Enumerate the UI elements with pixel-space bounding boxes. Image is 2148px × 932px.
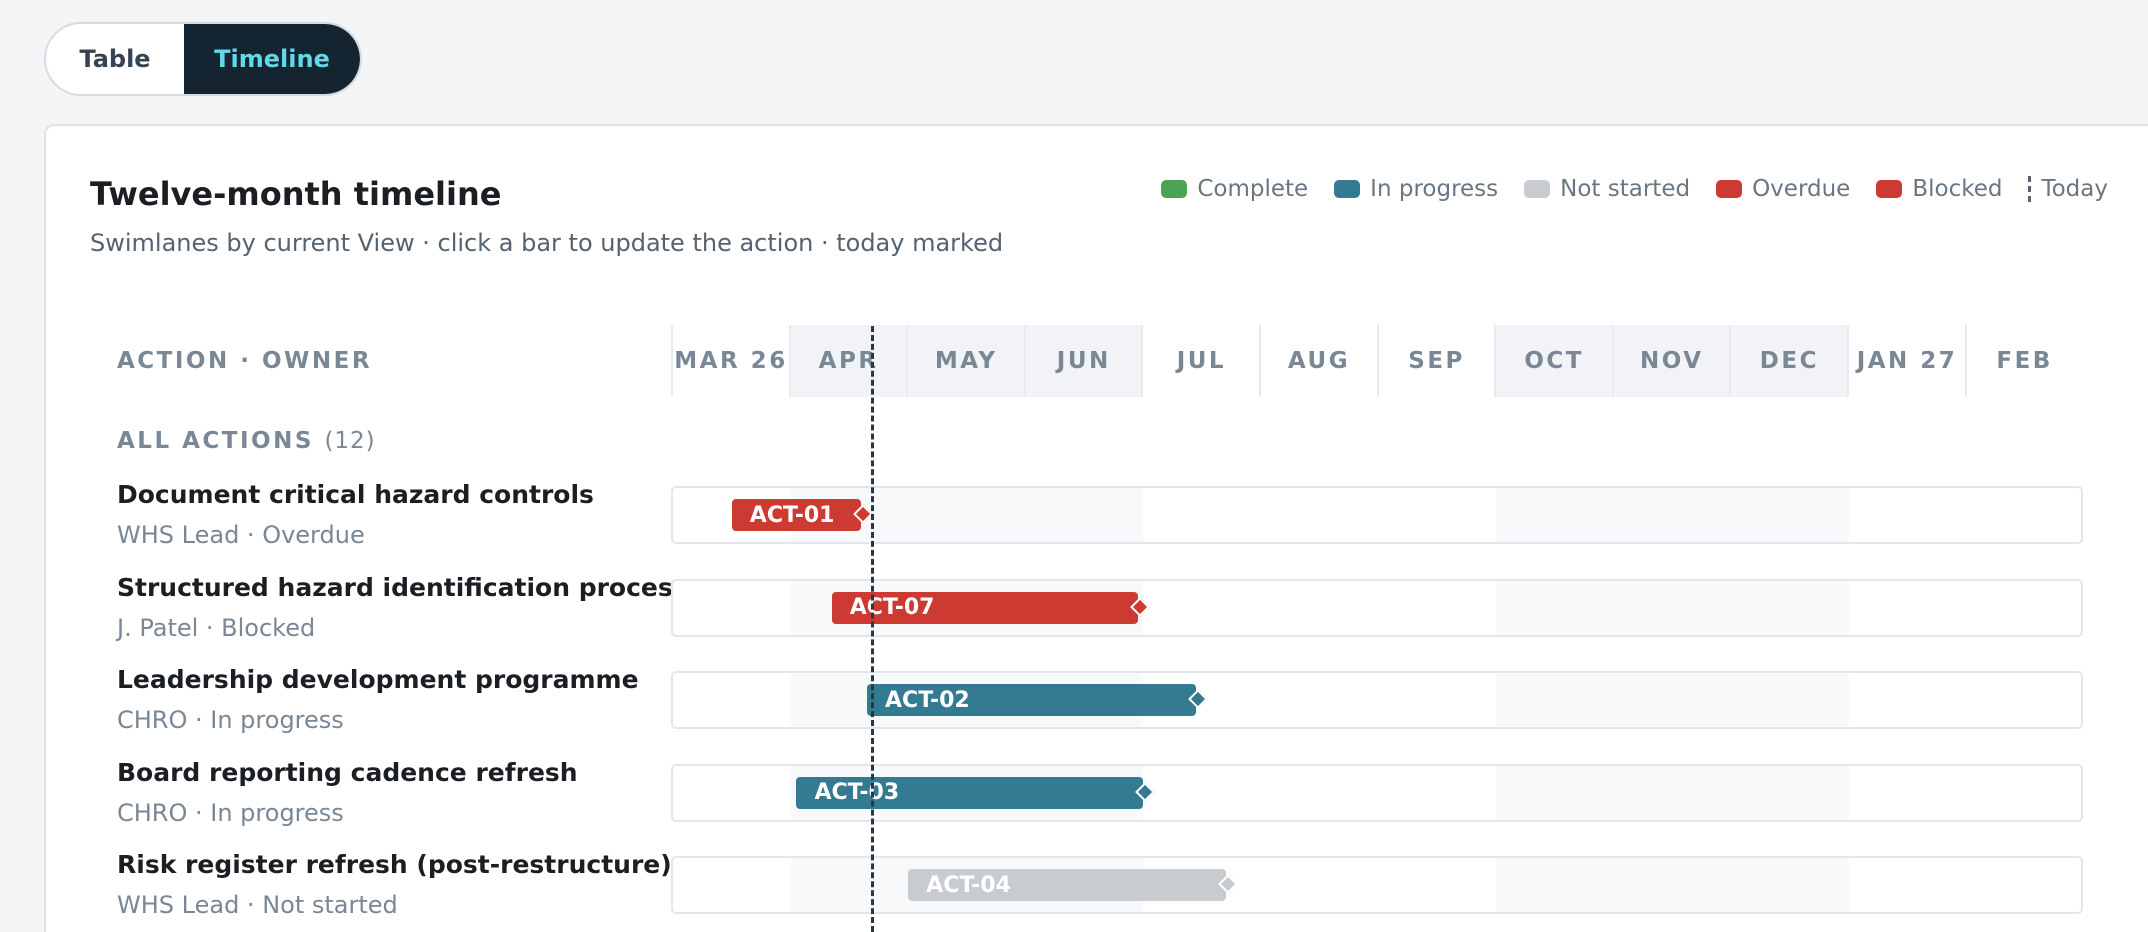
action-owner-status: J. Patel · Blocked [117, 613, 316, 642]
action-title: Structured hazard identification process [117, 572, 688, 602]
action-bar[interactable]: ACT-03 [796, 776, 1156, 809]
action-id: ACT-04 [926, 872, 1011, 898]
action-status: In progress [210, 798, 344, 827]
legend-label: Blocked [1912, 176, 2003, 202]
legend-swatch-not-started [1524, 180, 1551, 198]
action-owner: CHRO [117, 706, 188, 734]
month-label: MAY [906, 325, 1025, 397]
legend: Complete In progress Not started Overdue… [1135, 176, 2108, 202]
action-title: Leadership development programme [117, 665, 639, 694]
legend-item-overdue: Overdue [1716, 176, 1850, 202]
card-title: Twelve-month timeline [90, 175, 502, 213]
legend-item-blocked: Blocked [1876, 176, 2002, 202]
action-bar[interactable]: ACT-02 [867, 684, 1209, 716]
action-owner-status: CHRO · In progress [117, 798, 344, 827]
group-label: ALL ACTIONS (12) [117, 428, 376, 454]
month-label: MAR 26 [671, 325, 789, 397]
month-band [1496, 488, 1849, 542]
legend-label: Complete [1197, 176, 1309, 202]
action-bar[interactable]: ACT-01 [731, 499, 874, 531]
milestone-diamond-icon [1129, 596, 1150, 617]
group-count: (12) [324, 428, 376, 454]
legend-label: Overdue [1752, 176, 1851, 202]
action-status: Not started [262, 891, 398, 919]
month-label: FEB [1964, 325, 2083, 397]
swimlane: ACT-02 [671, 671, 2083, 729]
action-owner: WHS Lead [117, 521, 240, 549]
swimlane: ACT-04 [671, 856, 2083, 914]
swimlane: ACT-07 [671, 578, 2083, 637]
action-id: ACT-07 [849, 595, 935, 620]
legend-label: Not started [1560, 176, 1691, 202]
view-toggle: Table Timeline [44, 22, 362, 96]
month-label: APR [788, 325, 907, 397]
month-header: MAR 26 APR MAY JUN JUL AUG SEP OCT NOV DEC JAN 27 F… [671, 325, 2083, 397]
month-label: OCT [1494, 325, 1613, 397]
action-owner: J. Patel [117, 613, 199, 642]
milestone-diamond-icon [1217, 874, 1238, 894]
month-label: SEP [1376, 325, 1495, 397]
legend-item-complete: Complete [1161, 176, 1308, 202]
legend-item-in-progress: In progress [1334, 176, 1498, 202]
action-row-label: Risk register refresh (post-restructure)… [117, 850, 672, 919]
action-owner-status: WHS Lead · Not started [117, 891, 398, 919]
column-header-action-owner: ACTION · OWNER [117, 348, 373, 374]
action-bar[interactable]: ACT-07 [831, 591, 1150, 624]
month-band [1496, 673, 1849, 727]
action-row-label: Leadership development programme CHRO · I… [117, 665, 639, 734]
action-id: ACT-01 [749, 502, 835, 528]
action-owner: WHS Lead [117, 891, 240, 919]
action-status: Overdue [262, 521, 365, 549]
month-label: AUG [1259, 325, 1377, 397]
action-bar[interactable]: ACT-04 [908, 869, 1238, 901]
month-band [1496, 858, 1849, 912]
action-row-label: Board reporting cadence refresh CHRO · In… [117, 758, 578, 827]
month-label: NOV [1611, 325, 1730, 397]
action-row-label: Document critical hazard controls WHS Lea… [117, 480, 594, 549]
view-toggle-timeline[interactable]: Timeline [184, 24, 360, 94]
action-title: Risk register refresh (post-restructure) [117, 850, 672, 879]
legend-label: Today [2041, 176, 2108, 202]
legend-swatch-complete [1161, 180, 1188, 198]
action-title: Document critical hazard controls [117, 480, 594, 509]
month-label: JUL [1141, 325, 1259, 397]
today-marker-icon [2028, 176, 2032, 202]
month-band [1496, 765, 1849, 820]
action-owner-status: WHS Lead · Overdue [117, 521, 365, 549]
action-title: Board reporting cadence refresh [117, 757, 578, 787]
action-owner-status: CHRO · In progress [117, 706, 344, 734]
action-id: ACT-02 [885, 687, 970, 713]
legend-swatch-blocked [1876, 180, 1903, 198]
action-row-label: Structured hazard identification process… [117, 573, 688, 642]
swimlane: ACT-01 [671, 486, 2083, 544]
view-toggle-table[interactable]: Table [79, 45, 151, 73]
action-owner: CHRO [117, 798, 188, 827]
today-line [870, 326, 874, 932]
legend-item-not-started: Not started [1524, 176, 1690, 202]
month-label: JUN [1023, 325, 1142, 397]
legend-label: In progress [1370, 176, 1499, 202]
swimlane: ACT-03 [671, 763, 2083, 822]
month-band [1496, 580, 1849, 635]
action-status: In progress [210, 706, 344, 734]
card-subtitle: Swimlanes by current View · click a bar … [90, 229, 1004, 257]
action-status: Blocked [221, 613, 316, 642]
legend-item-today: Today [2028, 176, 2108, 202]
month-label: JAN 27 [1847, 325, 1965, 397]
legend-swatch-overdue [1716, 180, 1743, 198]
legend-swatch-in-progress [1334, 180, 1361, 198]
action-id: ACT-03 [814, 780, 900, 805]
month-label: DEC [1729, 325, 1848, 397]
milestone-diamond-icon [1135, 781, 1156, 802]
group-label-text: ALL ACTIONS [117, 428, 314, 454]
milestone-diamond-icon [1188, 689, 1209, 709]
